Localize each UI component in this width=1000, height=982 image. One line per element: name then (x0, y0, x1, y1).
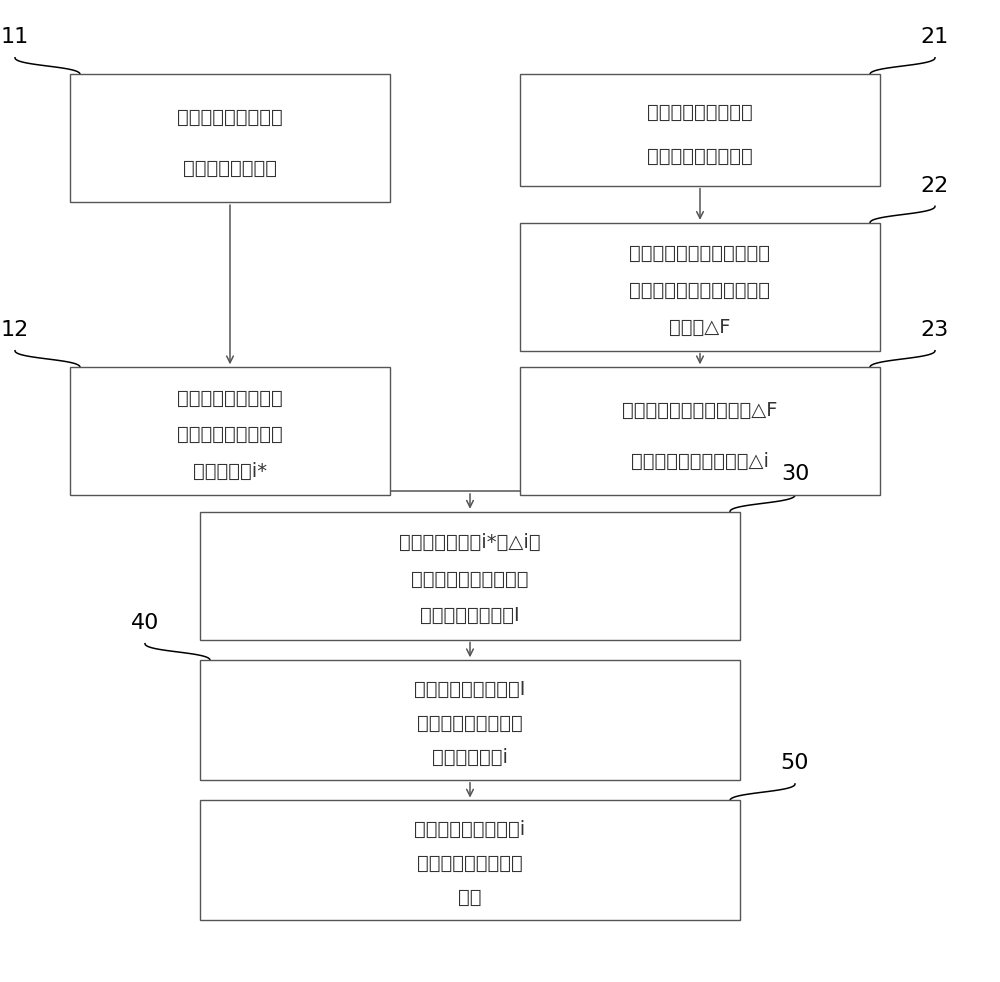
Text: 40: 40 (131, 613, 159, 633)
Text: 根据所述行进速度和所述行: 根据所述行进速度和所述行 (630, 245, 770, 263)
Bar (520, 75, 880, 186)
Text: 23: 23 (921, 320, 949, 340)
Bar (200, 800, 740, 920)
Bar (200, 512, 740, 639)
Text: 将所述实际控制电流i: 将所述实际控制电流i (414, 820, 526, 839)
Text: 获取常导磁浮列车的: 获取常导磁浮列车的 (177, 108, 283, 128)
Text: 21: 21 (921, 27, 949, 47)
Text: 11: 11 (1, 27, 29, 47)
Text: 将所述给定电流i*和△i所: 将所述给定电流i*和△i所 (399, 533, 541, 552)
Text: 述电流增加量进行叠加: 述电流增加量进行叠加 (411, 570, 529, 589)
Text: 行进速度和行进方向: 行进速度和行进方向 (647, 147, 753, 166)
Text: 根据所述悬浮力的减少量△F: 根据所述悬浮力的减少量△F (622, 402, 778, 420)
Bar (520, 223, 880, 351)
Text: 的给定电流i*: 的给定电流i* (193, 462, 267, 481)
Bar (70, 75, 390, 202)
Text: 得到对应的电流增加量△i: 得到对应的电流增加量△i (631, 453, 769, 471)
Text: 进行运算得到对应的: 进行运算得到对应的 (417, 714, 523, 733)
Text: 根据所述悬浮间隙和: 根据所述悬浮间隙和 (177, 389, 283, 408)
Text: 30: 30 (781, 464, 809, 484)
Text: 线圈: 线圈 (458, 889, 482, 907)
Text: 获取常导磁浮列车的: 获取常导磁浮列车的 (647, 103, 753, 122)
Text: 对所述修正给定电流I: 对所述修正给定电流I (414, 680, 526, 699)
Text: 悬浮间隙和加速度: 悬浮间隙和加速度 (183, 159, 277, 179)
Text: 12: 12 (1, 320, 29, 340)
Text: 所述加速度得到对应: 所述加速度得到对应 (177, 425, 283, 444)
Text: 22: 22 (921, 176, 949, 195)
Bar (200, 660, 740, 780)
Text: 得到修正给定电流I: 得到修正给定电流I (420, 606, 520, 626)
Text: 输出到悬浮电磁铁的: 输出到悬浮电磁铁的 (417, 854, 523, 873)
Text: 实际控制电流i: 实际控制电流i (432, 748, 508, 767)
Bar (520, 367, 880, 495)
Text: 50: 50 (781, 753, 809, 773)
Text: 进方向得到对应的悬浮力的: 进方向得到对应的悬浮力的 (630, 281, 770, 300)
Bar (70, 367, 390, 495)
Text: 减少量△F: 减少量△F (669, 317, 731, 337)
